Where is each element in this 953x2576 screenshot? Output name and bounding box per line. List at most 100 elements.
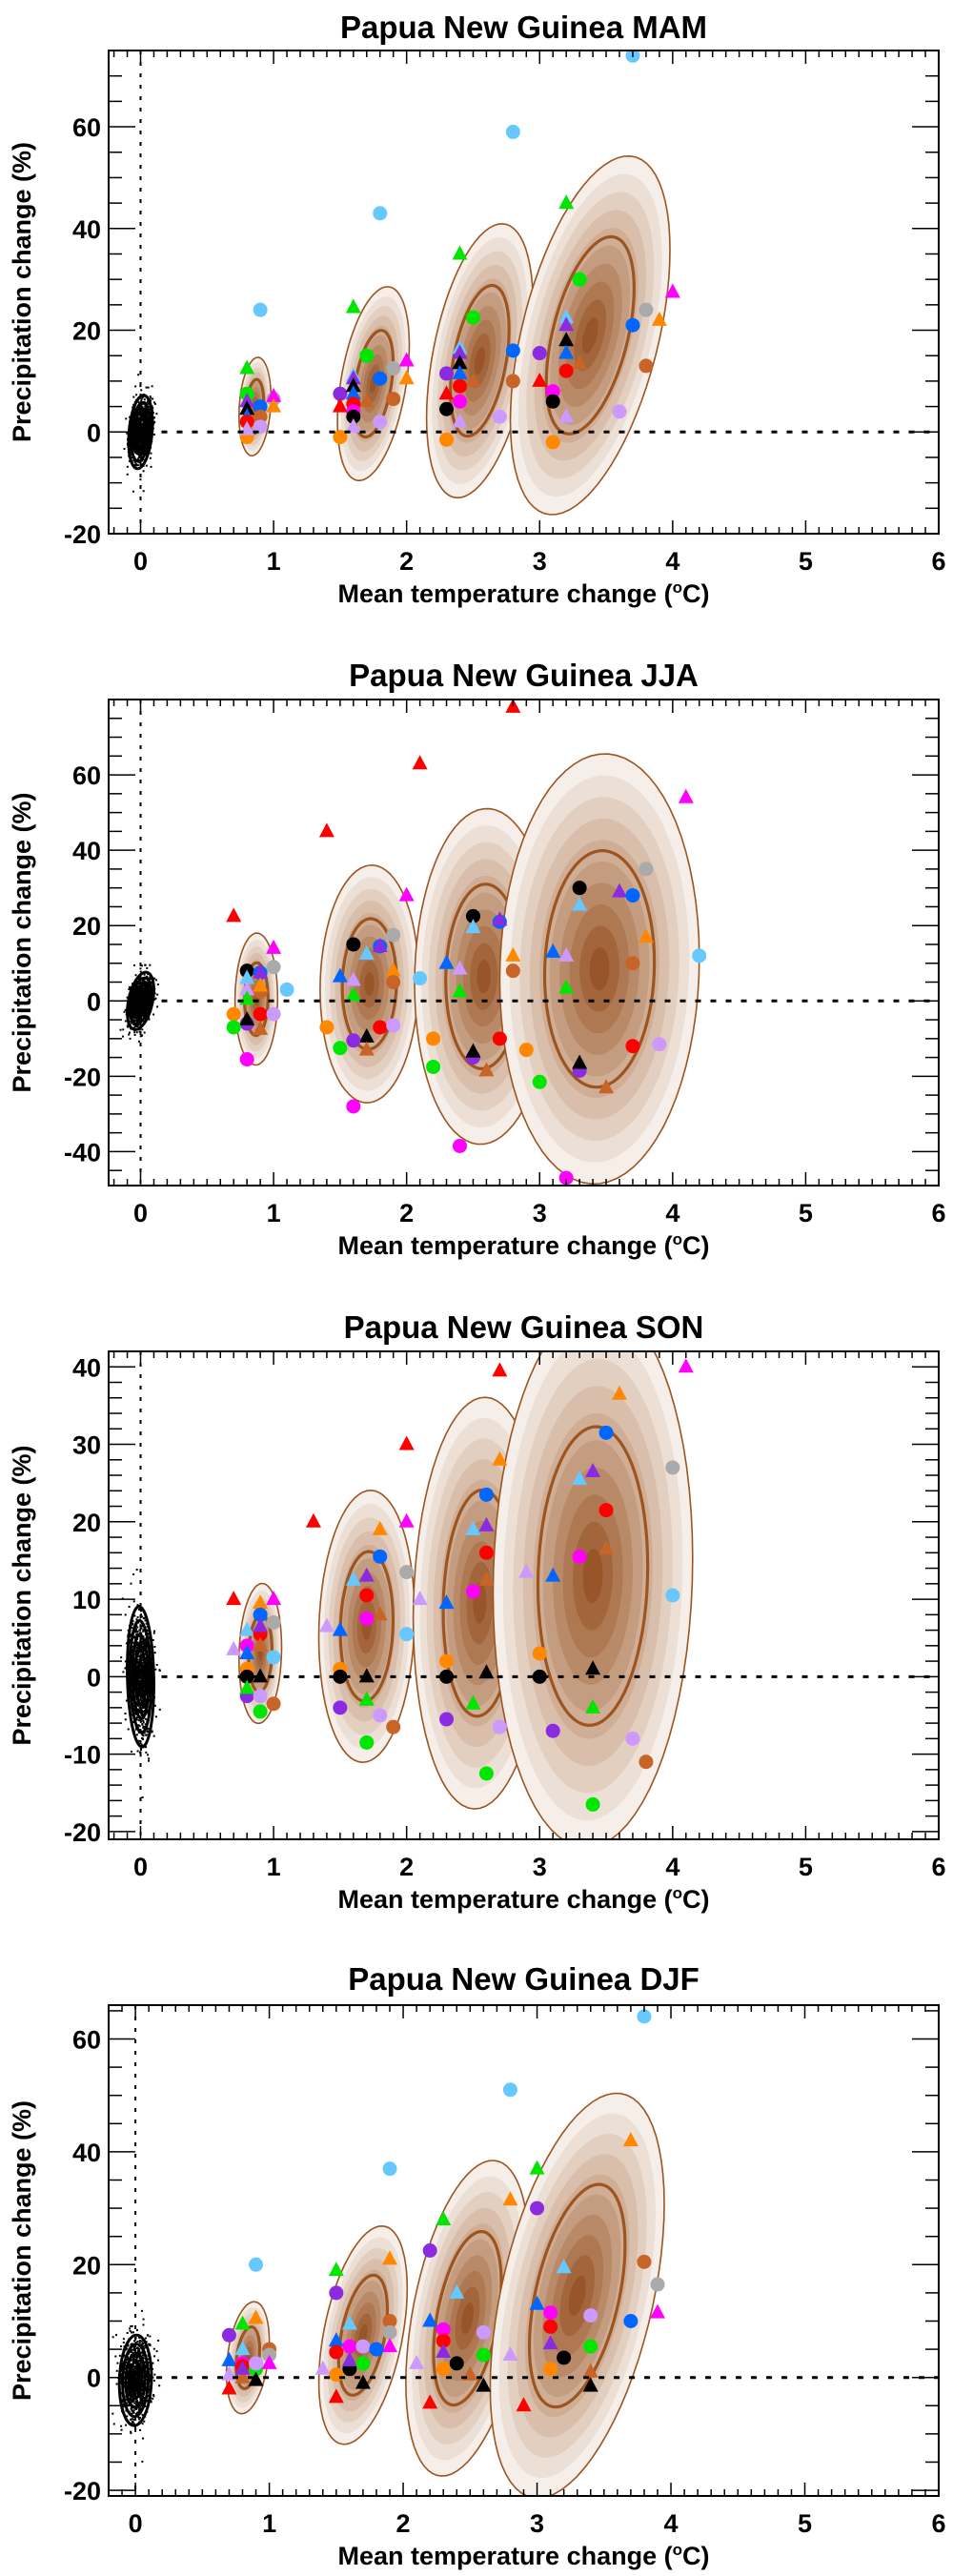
noise-dot [140, 1000, 143, 1003]
noise-dot [134, 2413, 137, 2416]
noise-dot [131, 1012, 133, 1015]
model-points [239, 51, 680, 450]
noise-dot [137, 2367, 140, 2370]
noise-dot [132, 2365, 135, 2368]
noise-dot [139, 967, 142, 970]
noise-dot [136, 2346, 139, 2349]
noise-dot [143, 2420, 146, 2423]
model-point-circle [355, 2339, 371, 2354]
noise-dot [147, 2394, 150, 2397]
noise-dot [134, 464, 137, 467]
model-point-circle [399, 1565, 415, 1580]
noise-dot [153, 1704, 156, 1707]
noise-dot [135, 2408, 138, 2411]
model-point-circle [333, 386, 348, 401]
noise-dot [122, 2342, 125, 2344]
y-tick-label: 0 [87, 418, 101, 447]
noise-dot [142, 396, 145, 398]
model-point-triangle [612, 1385, 627, 1400]
noise-dot [136, 1633, 139, 1635]
model-point-circle [319, 1020, 335, 1035]
noise-dot [135, 1734, 138, 1736]
noise-dot [131, 2324, 133, 2327]
noise-dot [153, 998, 156, 1001]
noise-dot [139, 1676, 142, 1679]
x-axis-label: Mean temperature change (oC) [338, 1884, 710, 1914]
noise-dot [148, 405, 151, 408]
y-axis-label: Precipitation change (%) [8, 2100, 36, 2401]
x-tick-label: 1 [267, 1199, 281, 1227]
noise-dot [135, 2404, 138, 2406]
noise-dot [130, 2432, 132, 2435]
noise-dot [152, 397, 154, 400]
model-point-triangle [558, 309, 575, 324]
noise-contour [133, 1647, 148, 1707]
noise-dot [131, 1022, 133, 1024]
model-point-triangle [478, 1571, 495, 1586]
noise-dot [148, 1018, 151, 1021]
noise-dot [146, 401, 149, 404]
model-point-circle [532, 1074, 547, 1089]
model-point-circle [253, 409, 268, 424]
noise-dot [141, 1712, 144, 1714]
noise-dot [150, 396, 152, 399]
noise-dot [143, 1725, 146, 1728]
noise-dot [136, 1750, 139, 1753]
noise-dot [137, 1009, 140, 1012]
noise-dot [137, 1013, 140, 1016]
model-point-circle [492, 1031, 507, 1046]
noise-dot [144, 1653, 147, 1655]
noise-dot [153, 1645, 156, 1648]
noise-dot [132, 2390, 135, 2393]
noise-dot [130, 2407, 132, 2410]
model-point-circle [692, 948, 707, 963]
model-point-triangle [266, 939, 282, 954]
model-point-circle [239, 1669, 254, 1684]
y-tick-label: 0 [87, 987, 101, 1016]
noise-dot [139, 970, 142, 973]
model-point-triangle [572, 1471, 588, 1486]
noise-dot [121, 2363, 124, 2365]
noise-dot [139, 1720, 142, 1723]
noise-dot [141, 1645, 144, 1648]
y-axis-label: Precipitation change (%) [8, 792, 36, 1092]
noise-dot [132, 2418, 134, 2421]
noise-dot [139, 431, 142, 434]
noise-dot [130, 1633, 132, 1636]
noise-dot [128, 1605, 131, 1608]
ellipse-shade [582, 1549, 603, 1604]
noise-dot [138, 2386, 141, 2389]
noise-dot [139, 1035, 142, 1038]
noise-dot [147, 1727, 150, 1730]
noise-dot [132, 2356, 134, 2359]
model-point-triangle [358, 393, 375, 408]
noise-dot [125, 2361, 128, 2363]
model-point-circle [359, 1588, 375, 1603]
model-point-triangle [345, 971, 361, 986]
noise-dot [139, 2407, 142, 2410]
noise-dot [146, 1711, 149, 1714]
model-point-triangle [385, 962, 401, 977]
model-point-triangle [558, 408, 575, 423]
ellipse-shade [581, 317, 598, 354]
noise-dot [141, 445, 144, 448]
y-tick-label: 60 [72, 113, 101, 142]
model-point-triangle [452, 413, 468, 428]
noise-dot [144, 1717, 147, 1720]
noise-dot [136, 2365, 139, 2368]
noise-dot [132, 396, 135, 398]
y-tick-label: 10 [72, 1586, 101, 1614]
model-point-circle [439, 401, 455, 416]
model-point-circle [476, 2324, 491, 2340]
x-tick-label: 0 [129, 2509, 143, 2538]
noise-dot [132, 2369, 134, 2372]
model-point-triangle [572, 355, 588, 370]
model-point-triangle [398, 1435, 415, 1450]
noise-dot [139, 1013, 142, 1016]
noise-dot [139, 2374, 142, 2377]
noise-dot [143, 2347, 146, 2350]
noise-dot [141, 2423, 144, 2425]
noise-dot [124, 1718, 127, 1721]
noise-dot [131, 2348, 133, 2351]
noise-dot [142, 1630, 145, 1633]
